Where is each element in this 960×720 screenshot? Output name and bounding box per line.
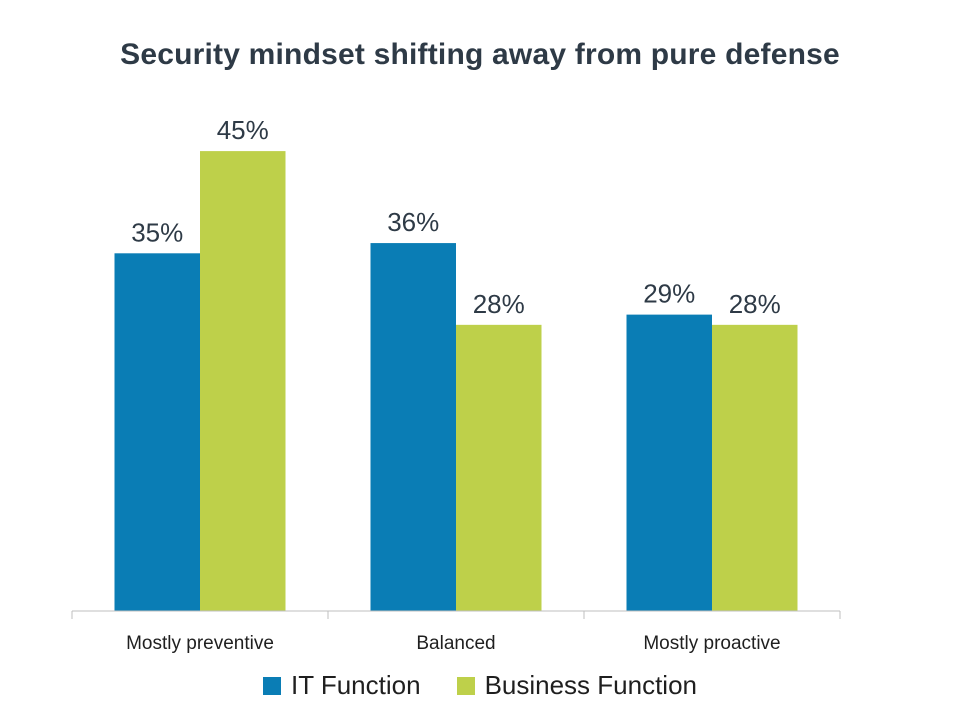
data-label-business-1: 28% xyxy=(473,289,525,319)
data-label-it-1: 36% xyxy=(387,207,439,237)
bar-it-2 xyxy=(626,314,712,611)
legend-item-business: Business Function xyxy=(456,670,698,701)
category-label-1: Balanced xyxy=(416,633,495,654)
bar-it-0 xyxy=(114,253,200,612)
data-label-business-0: 45% xyxy=(217,115,269,145)
data-label-business-2: 28% xyxy=(729,289,781,319)
bar-business-2 xyxy=(712,324,798,611)
category-label-2: Mostly proactive xyxy=(643,633,780,654)
data-label-it-0: 35% xyxy=(131,217,183,247)
data-label-it-2: 29% xyxy=(643,279,695,309)
legend-swatch-it xyxy=(262,676,281,695)
legend-label-business: Business Function xyxy=(484,670,698,700)
chart-title: Security mindset shifting away from pure… xyxy=(120,38,840,71)
legend-swatch-business xyxy=(456,676,475,695)
legend: IT Function Business Function xyxy=(0,670,960,701)
legend-label-it: IT Function xyxy=(290,670,421,700)
bar-business-0 xyxy=(200,151,286,611)
bar-business-1 xyxy=(456,324,542,611)
category-label-0: Mostly preventive xyxy=(126,633,274,654)
legend-item-it: IT Function xyxy=(262,670,421,701)
bar-it-1 xyxy=(370,243,456,611)
